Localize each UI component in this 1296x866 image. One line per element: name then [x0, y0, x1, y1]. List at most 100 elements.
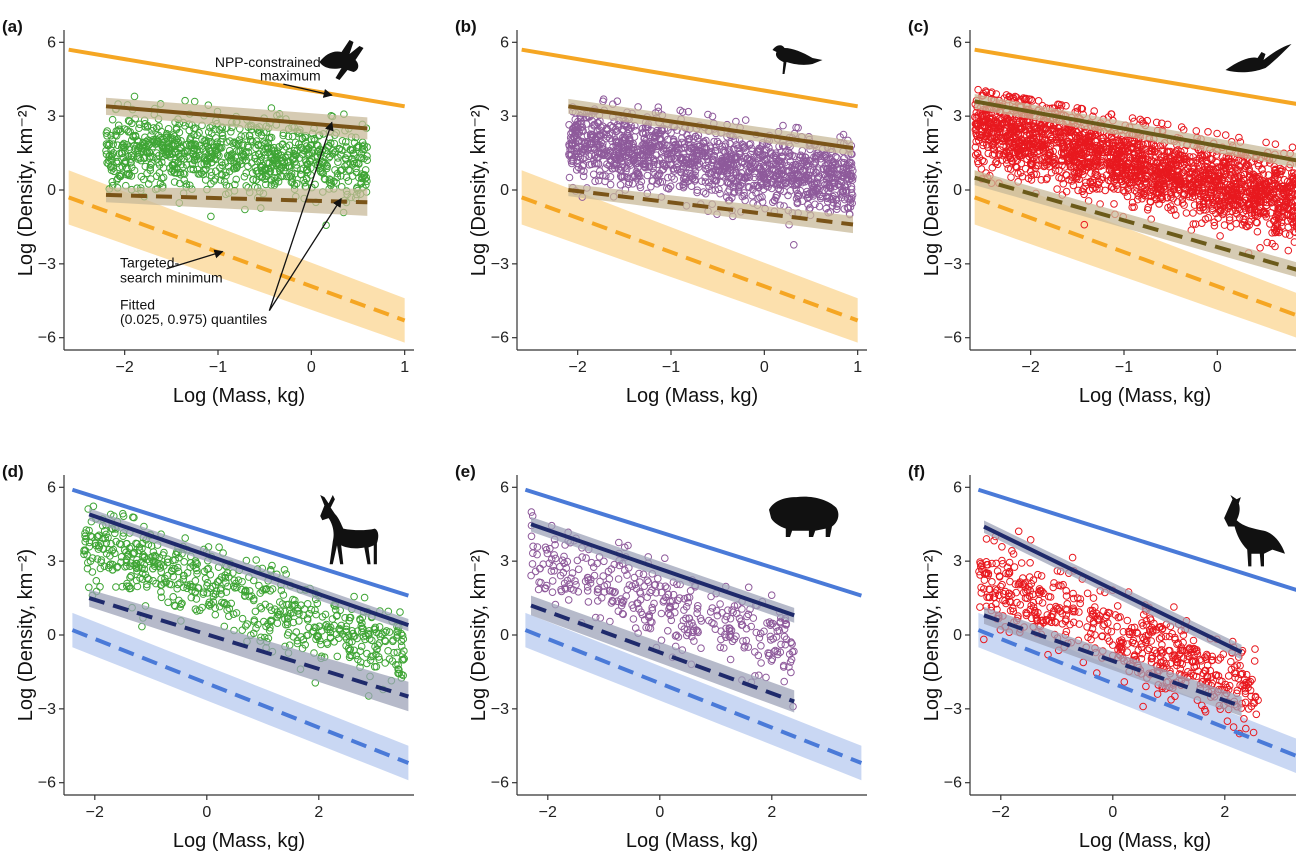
data-point [1158, 152, 1166, 161]
data-point [218, 598, 226, 607]
data-point [762, 170, 770, 178]
data-point [705, 178, 713, 187]
data-point [151, 551, 159, 560]
data-point [1069, 181, 1078, 190]
data-point [1177, 123, 1186, 131]
data-point [798, 153, 807, 161]
data-point [1212, 173, 1220, 181]
songbird-icon [772, 45, 823, 74]
data-point [130, 92, 139, 101]
data-point [350, 139, 359, 147]
data-point [1115, 137, 1124, 145]
data-point [1091, 157, 1100, 166]
data-point [1290, 238, 1296, 246]
data-point [1145, 153, 1154, 161]
data-point [1005, 123, 1013, 131]
data-point [1215, 172, 1224, 181]
data-point [654, 130, 663, 138]
data-point [1289, 220, 1296, 228]
data-point [85, 526, 93, 535]
data-point [1059, 180, 1068, 188]
data-point [1105, 140, 1114, 148]
data-point [1041, 136, 1049, 145]
data-point [128, 119, 136, 128]
data-point [279, 131, 288, 140]
data-point [687, 160, 696, 169]
data-point [1011, 92, 1019, 101]
data-point [121, 143, 129, 151]
data-point [770, 196, 779, 205]
data-point [1196, 151, 1205, 160]
data-point [255, 581, 263, 590]
data-point [815, 202, 824, 211]
data-point [579, 160, 588, 169]
data-point [217, 138, 225, 146]
data-point [971, 120, 980, 128]
data-point [268, 561, 276, 570]
data-point [172, 136, 180, 145]
x-tick-label: −1 [662, 359, 680, 376]
data-point [1004, 137, 1013, 146]
data-point [614, 165, 623, 173]
data-point [1127, 171, 1135, 180]
data-point [189, 165, 198, 174]
data-point [1014, 169, 1022, 178]
data-point [1133, 195, 1142, 204]
data-point [1218, 182, 1226, 190]
data-point [826, 182, 834, 190]
data-point [1028, 142, 1037, 151]
data-point [1143, 116, 1152, 125]
data-point [323, 164, 331, 173]
data-point [1220, 221, 1229, 229]
data-point [566, 150, 575, 159]
data-point [1271, 228, 1279, 237]
data-point [745, 183, 754, 192]
data-point [113, 176, 121, 184]
data-point [690, 146, 699, 155]
panel-letter: (c) [908, 17, 929, 36]
data-point [784, 191, 792, 200]
data-point [747, 144, 756, 153]
data-point [159, 164, 168, 172]
data-point [394, 669, 402, 678]
data-point [629, 180, 637, 188]
data-point [245, 587, 254, 595]
data-point [650, 131, 658, 139]
data-point [654, 171, 663, 180]
data-point [115, 540, 124, 548]
data-point [1195, 189, 1204, 198]
data-point [1112, 173, 1120, 181]
data-point [1211, 179, 1220, 187]
data-point [628, 141, 636, 149]
data-point [689, 170, 697, 179]
data-point [679, 155, 687, 164]
data-point [1253, 227, 1262, 236]
data-point [1280, 185, 1288, 193]
data-point [585, 139, 594, 148]
data-point [1071, 148, 1079, 156]
data-point [223, 569, 232, 577]
data-point [992, 157, 1001, 166]
data-point [711, 186, 720, 194]
data-point [708, 167, 717, 176]
data-point [1066, 160, 1074, 169]
data-point [614, 123, 623, 131]
data-point [1242, 160, 1251, 169]
data-point [1210, 221, 1219, 230]
data-point [112, 127, 121, 135]
data-point [987, 115, 995, 124]
y-tick-label: −6 [944, 330, 962, 347]
data-point [1152, 118, 1161, 127]
data-point [1151, 142, 1159, 151]
data-point [1204, 128, 1212, 136]
data-point [1058, 161, 1066, 170]
data-point [647, 182, 655, 191]
data-point [698, 149, 706, 158]
data-point [241, 153, 249, 161]
data-point [134, 153, 143, 161]
data-point [258, 172, 267, 181]
data-point [616, 181, 625, 189]
search-min-line [973, 195, 1296, 318]
